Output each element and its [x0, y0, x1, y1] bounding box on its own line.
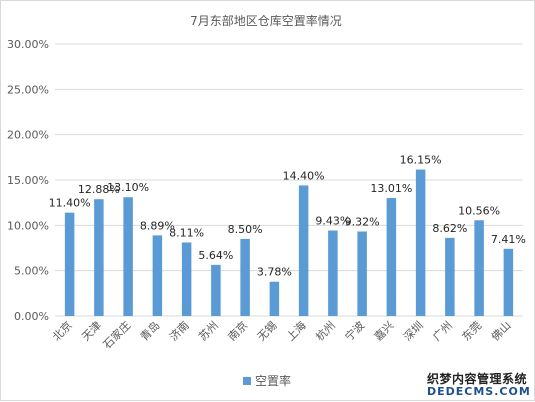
bar-13	[415, 169, 426, 316]
data-label: 11.40%	[49, 197, 91, 210]
x-tick-label: 广州	[430, 319, 455, 344]
x-tick-label: 杭州	[313, 318, 338, 343]
y-tick-label: 20.00%	[7, 129, 49, 142]
x-tick-label: 宁波	[342, 318, 367, 343]
y-tick-label: 0.00%	[14, 310, 49, 323]
data-label: 13.10%	[107, 181, 149, 194]
data-label: 8.89%	[140, 219, 175, 232]
legend: 空置率	[243, 373, 291, 388]
y-tick-label: 15.00%	[7, 174, 49, 187]
x-tick-label: 东莞	[459, 319, 484, 344]
x-tick-label: 天津	[79, 319, 104, 344]
data-labels: 11.40%12.88%13.10% 8.89%8.11% 5.64% 8.50% 3.…	[49, 154, 526, 279]
x-tick-label: 嘉兴	[371, 318, 396, 343]
gridlines	[55, 43, 523, 317]
y-tick-label: 30.00%	[7, 38, 49, 51]
watermark-title: 织梦内容管理系统	[427, 372, 528, 386]
bar-9	[298, 185, 309, 316]
x-tick-label: 上海	[283, 318, 308, 343]
bar-6	[211, 264, 221, 316]
bar-15	[474, 220, 484, 316]
bar-3	[123, 197, 133, 316]
legend-label: 空置率	[255, 373, 291, 388]
x-tick-label: 南京	[225, 318, 250, 343]
x-tick-label: 青岛	[137, 318, 162, 343]
x-tick-label: 石家庄	[100, 318, 133, 351]
x-tick-label: 深圳	[401, 319, 426, 344]
data-label: 10.56%	[458, 204, 500, 217]
y-axis-tick-labels: 0.00% 5.00% 10.00% 15.00% 20.00% 25.00% 30.00%	[7, 38, 49, 323]
chart-title: 7月东部地区仓库空置率情况	[190, 13, 342, 28]
bar-7	[240, 238, 250, 316]
data-label: 8.11%	[169, 226, 204, 239]
bar-16	[503, 248, 514, 316]
data-label: 14.40%	[283, 169, 325, 182]
data-label: 8.62%	[432, 222, 467, 235]
bar-12	[386, 198, 397, 316]
x-tick-label: 佛山	[489, 319, 514, 344]
data-label: 9.43%	[315, 215, 350, 228]
bar-11	[357, 231, 367, 316]
y-tick-label: 10.00%	[7, 219, 49, 232]
data-label: 12.88%	[78, 183, 120, 196]
x-tick-label: 无锡	[254, 318, 279, 343]
data-label: 9.32%	[345, 215, 380, 228]
x-tick-label: 苏州	[196, 319, 221, 344]
bar-10	[328, 230, 338, 316]
bar-2	[94, 199, 104, 316]
data-label: 16.15%	[400, 154, 442, 167]
data-label: 5.64%	[198, 249, 233, 262]
x-tick-label: 济南	[166, 318, 191, 343]
data-label: 13.01%	[370, 182, 412, 195]
data-label: 7.41%	[491, 233, 526, 246]
legend-swatch	[243, 377, 251, 385]
bar-5	[181, 242, 192, 316]
y-tick-label: 5.00%	[14, 265, 49, 278]
data-label: 8.50%	[228, 223, 263, 236]
bar-1	[64, 212, 75, 316]
bar-14	[445, 237, 455, 316]
y-tick-label: 25.00%	[7, 83, 49, 96]
watermark-domain: DEDECMS.COM	[427, 385, 531, 398]
bar-4	[152, 235, 163, 316]
data-label: 3.78%	[257, 266, 292, 279]
watermark: 织梦内容管理系统 DEDECMS.COM	[421, 369, 531, 399]
bars	[64, 169, 514, 316]
bar-8	[269, 281, 280, 316]
x-tick-label: 北京	[49, 318, 74, 343]
